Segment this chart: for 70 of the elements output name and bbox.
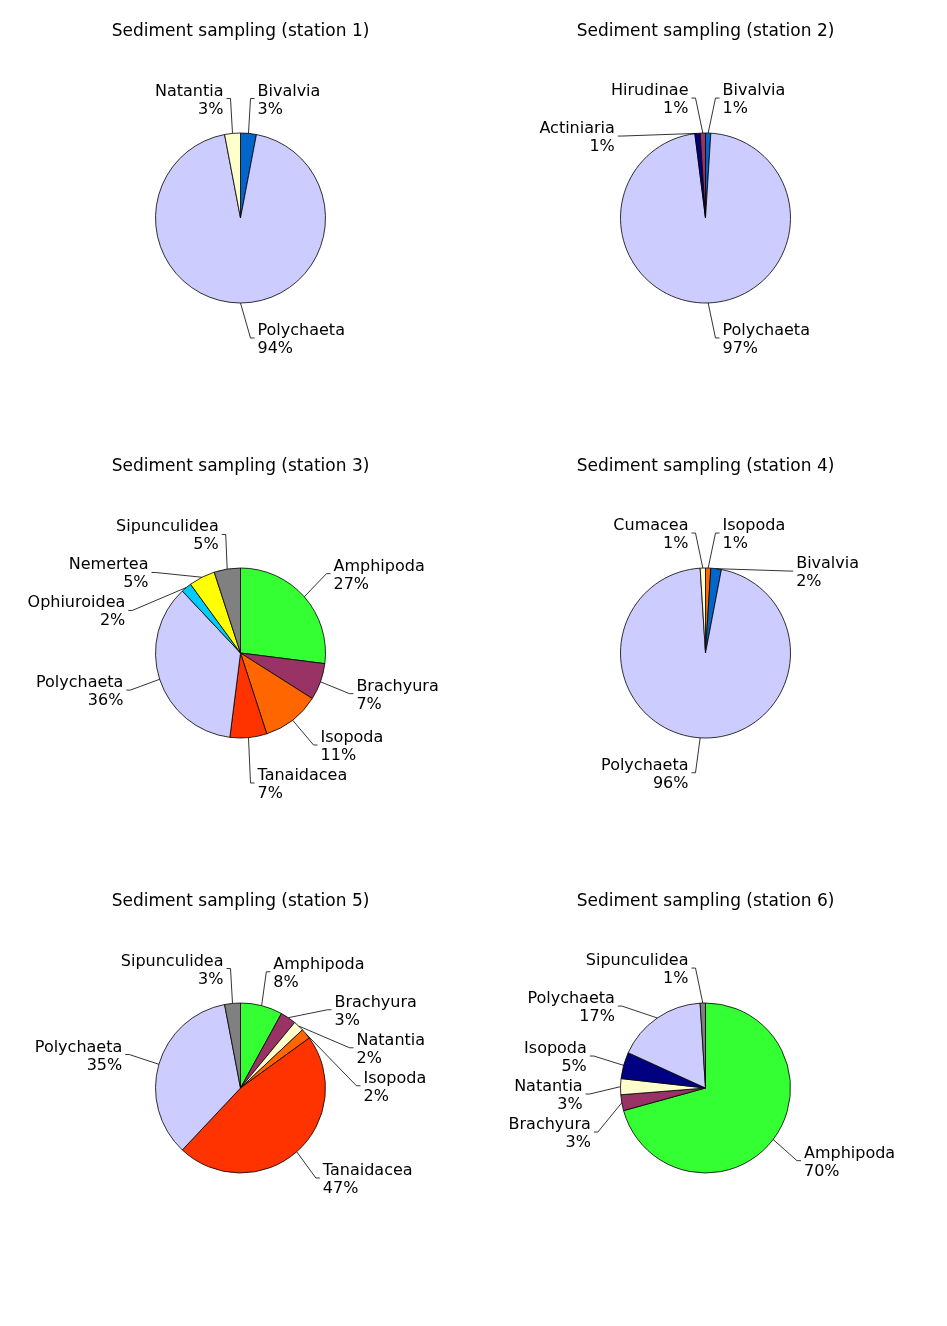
data-label: 7% <box>356 693 382 713</box>
chart-title: Sediment sampling (station 2) <box>576 20 835 40</box>
slice-label: Polychaeta <box>527 988 615 1008</box>
data-label: 94% <box>257 338 294 357</box>
data-label: 2% <box>356 1047 382 1067</box>
data-label: 2% <box>363 1085 389 1105</box>
slice-label: Isopoda <box>722 515 786 535</box>
slice-label: Natantia <box>356 1029 426 1049</box>
data-label: 11% <box>320 745 357 764</box>
slice-label: Hirudinae <box>610 80 689 100</box>
data-label: 1% <box>722 533 748 553</box>
slice-label: Sipunculidea <box>116 516 219 536</box>
data-label: 3% <box>198 968 224 988</box>
data-label: 17% <box>579 1006 615 1026</box>
chart-title: Sediment sampling (station 3) <box>111 455 370 475</box>
slice-label: Bivalvia <box>722 80 786 100</box>
data-label: 3% <box>557 1094 583 1114</box>
data-label: 70% <box>803 1160 840 1180</box>
slice-label: Polychaeta <box>35 672 124 692</box>
slice-label: Isopoda <box>524 1038 587 1058</box>
data-label: 97% <box>722 337 759 357</box>
data-label: 3% <box>334 1009 360 1029</box>
slice-label: Bivalvia <box>796 553 860 573</box>
data-label: 3% <box>257 98 283 118</box>
slice-label: Tanaidacea <box>321 1160 413 1180</box>
slice-label: Bivalvia <box>257 80 321 100</box>
slice-label: Polychaeta <box>34 1036 123 1056</box>
slice-label: Polychaeta <box>257 320 345 339</box>
data-label: 3% <box>198 98 224 118</box>
slice-label: Natantia <box>514 1076 583 1096</box>
data-label: 2% <box>796 571 822 591</box>
data-label: 2% <box>99 610 126 630</box>
slice-label: Natantia <box>154 80 224 100</box>
slice-label: Polychaeta <box>722 319 810 339</box>
slice-label: Sipunculidea <box>585 950 689 970</box>
data-label: 5% <box>123 572 149 592</box>
data-label: 7% <box>257 783 283 802</box>
chart-title: Sediment sampling (station 6) <box>576 890 835 910</box>
chart-title: Sediment sampling (station 4) <box>576 455 835 475</box>
data-label: 1% <box>663 968 689 988</box>
slice-label: Amphipoda <box>333 555 425 575</box>
data-label: 1% <box>663 98 689 118</box>
chart-title: Sediment sampling (station 1) <box>111 20 370 40</box>
slice-label: Amphipoda <box>803 1142 896 1162</box>
data-label: 3% <box>565 1132 591 1152</box>
slice-label: Isopoda <box>363 1067 427 1087</box>
data-label: 36% <box>87 690 124 710</box>
slice-label: Brachyura <box>334 991 417 1011</box>
slice-label: Brachyura <box>508 1114 591 1134</box>
slice-label: Ophiuroidea <box>27 592 126 612</box>
data-label: 47% <box>322 1178 359 1198</box>
data-label: 8% <box>273 971 299 991</box>
data-label: 35% <box>86 1054 123 1074</box>
data-label: 5% <box>561 1056 587 1076</box>
data-label: 1% <box>589 136 615 156</box>
data-label: 1% <box>663 533 689 553</box>
data-label: 27% <box>333 573 370 593</box>
slice-label: Brachyura <box>356 675 439 695</box>
chart-title: Sediment sampling (station 5) <box>111 890 370 910</box>
slice-label: Actiniaria <box>539 118 615 138</box>
slice-label: Nemertea <box>68 554 149 574</box>
slice-label: Tanaidacea <box>256 765 348 784</box>
slice-label: Amphipoda <box>273 953 365 973</box>
data-label: 1% <box>722 98 748 118</box>
slice-label: Polychaeta <box>601 754 689 774</box>
slice-label: Sipunculidea <box>120 950 224 970</box>
data-label: 96% <box>652 772 689 792</box>
slice-label: Isopoda <box>320 727 384 746</box>
data-label: 5% <box>193 534 219 554</box>
slice-label: Cumacea <box>613 515 689 535</box>
